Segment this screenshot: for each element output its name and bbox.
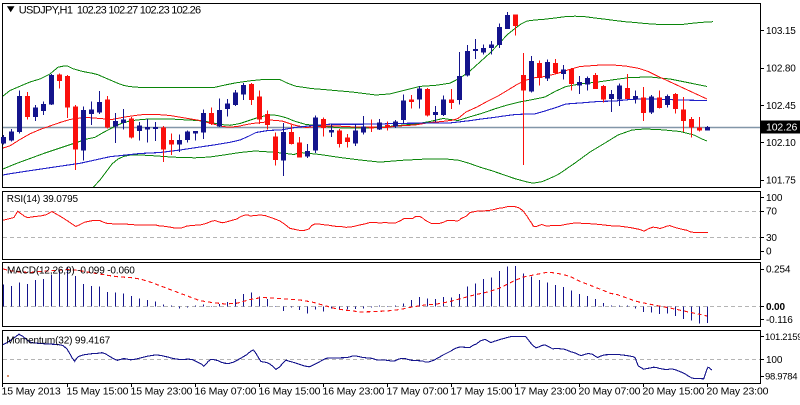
svg-text:15 May 2013: 15 May 2013 (2, 386, 61, 398)
svg-text:17 May 07:00: 17 May 07:00 (387, 386, 449, 398)
svg-text:101.2159: 101.2159 (765, 332, 800, 343)
svg-text:17 May 23:00: 17 May 23:00 (515, 386, 577, 398)
svg-text:USDJPY,H1: USDJPY,H1 (19, 5, 73, 17)
svg-text:98.9784: 98.9784 (765, 372, 797, 383)
svg-text:102.26: 102.26 (766, 122, 798, 134)
svg-text:-0.116: -0.116 (766, 315, 793, 326)
svg-text:70: 70 (766, 207, 777, 218)
svg-text:30: 30 (766, 233, 777, 244)
svg-text:MACD(12,26,9) -0.099 -0.060: MACD(12,26,9) -0.099 -0.060 (7, 265, 135, 276)
svg-text:16 May 23:00: 16 May 23:00 (323, 386, 385, 398)
svg-text:16 May 15:00: 16 May 15:00 (259, 386, 321, 398)
svg-text:101.75: 101.75 (766, 176, 796, 187)
svg-text:20 May 23:00: 20 May 23:00 (707, 386, 769, 398)
svg-text:20 May 15:00: 20 May 15:00 (643, 386, 705, 398)
svg-text:15 May 15:00: 15 May 15:00 (67, 386, 129, 398)
svg-text:RSI(14) 39.0795: RSI(14) 39.0795 (7, 194, 79, 205)
svg-text:Momentum(32) 99.4167: Momentum(32) 99.4167 (6, 336, 110, 347)
svg-text:16 May 07:00: 16 May 07:00 (195, 386, 257, 398)
svg-text:0.254: 0.254 (766, 265, 791, 276)
svg-text:17 May 15:00: 17 May 15:00 (451, 386, 513, 398)
svg-text:0: 0 (766, 247, 772, 258)
svg-text:103.15: 103.15 (766, 26, 796, 37)
svg-text:20 May 07:00: 20 May 07:00 (579, 386, 641, 398)
svg-text:15 May 23:00: 15 May 23:00 (131, 386, 193, 398)
svg-text:102.45: 102.45 (766, 101, 796, 112)
svg-text:102.80: 102.80 (766, 64, 796, 75)
svg-text:102.10: 102.10 (766, 138, 796, 149)
svg-text:102.23 102.27 102.23 102.26: 102.23 102.27 102.23 102.26 (77, 5, 201, 17)
svg-text:100: 100 (766, 355, 783, 366)
svg-text:0.00: 0.00 (766, 302, 785, 313)
svg-text:100: 100 (766, 193, 783, 204)
